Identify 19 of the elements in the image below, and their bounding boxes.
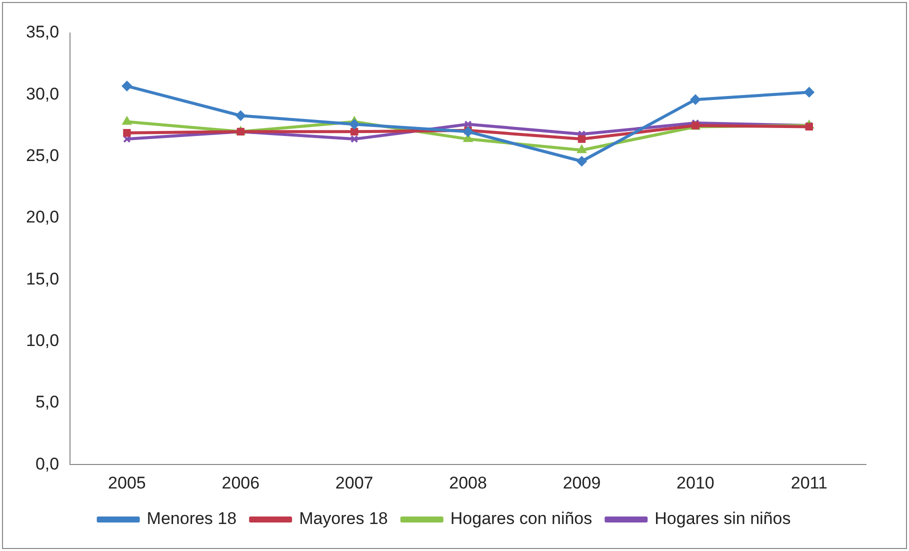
y-tick-label: 0,0 (35, 454, 60, 474)
x-tick-label: 2009 (562, 473, 601, 492)
x-tick-label: 2011 (790, 473, 828, 492)
legend-label: Mayores 18 (299, 509, 388, 528)
x-tick-label: 2005 (108, 473, 146, 492)
x-tick-label: 2008 (449, 473, 487, 492)
y-tick-label: 25,0 (26, 146, 60, 165)
y-tick-label: 5,0 (35, 392, 60, 412)
y-tick-label: 30,0 (26, 84, 60, 104)
legend-label: Menores 18 (146, 509, 237, 528)
y-tick-label: 15,0 (26, 269, 60, 288)
x-tick-label: 2007 (335, 473, 374, 492)
y-tick-label: 10,0 (26, 330, 60, 350)
x-tick-label: 2010 (676, 473, 714, 492)
y-tick-label: 20,0 (26, 208, 60, 227)
legend-label: Hogares sin niños (654, 509, 791, 528)
y-tick-label: 35,0 (26, 22, 60, 42)
legend-label: Hogares con niños (450, 509, 592, 528)
x-tick-label: 2006 (222, 473, 260, 492)
